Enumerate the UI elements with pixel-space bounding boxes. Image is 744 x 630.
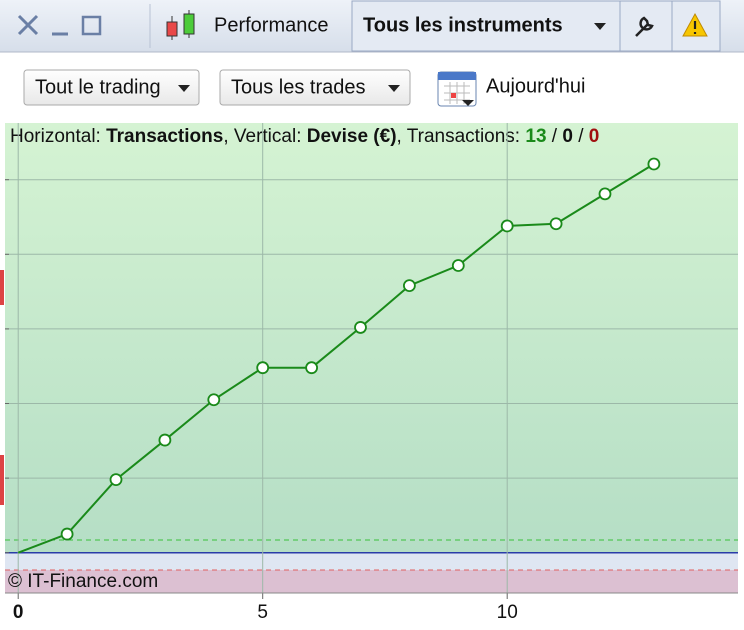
x-tick-label: 10 [497, 602, 518, 623]
dropdown-arrow [178, 85, 190, 92]
tab-box[interactable] [351, 0, 621, 52]
data-point [60, 527, 74, 541]
data-point [647, 157, 661, 171]
loss-zone [5, 570, 738, 593]
x-tick-label: 0 [13, 602, 24, 623]
calendar-icon[interactable] [437, 71, 477, 107]
header-text: , Vertical: [223, 126, 306, 147]
data-point [354, 321, 367, 334]
wrench-icon [635, 16, 654, 37]
dropdown-arrow [594, 23, 606, 30]
data-point [500, 219, 514, 233]
plot-area [5, 123, 738, 593]
header-text: / [547, 126, 563, 147]
dropdown-arrow [388, 85, 400, 92]
data-point [256, 361, 270, 375]
data-line [17, 163, 655, 554]
data-point [207, 393, 221, 407]
header-text: / [573, 126, 589, 147]
data-point [598, 187, 612, 201]
copyright: © IT-Finance.com [8, 571, 158, 592]
chart-marks [5, 123, 738, 599]
data-point [451, 259, 465, 272]
x-tick-label: 5 [257, 602, 268, 623]
data-point [158, 433, 172, 447]
scope-dropdown[interactable] [23, 69, 200, 106]
header-count: 0 [589, 126, 600, 147]
window-controls [17, 14, 102, 36]
header-text: Devise (€) [307, 126, 397, 147]
trades-label: Tous les trades [231, 76, 366, 98]
neutral-zone [5, 553, 738, 570]
chart-header: Horizontal: Transactions, Vertical: Devi… [10, 126, 599, 147]
header-text: , Transactions: [397, 126, 526, 147]
maximize-icon[interactable] [81, 15, 102, 36]
edge-mark [0, 270, 4, 305]
data-point [109, 473, 123, 487]
data-point [549, 217, 563, 231]
candle-icon [166, 10, 195, 40]
tab-instruments[interactable]: Tous les instruments [363, 14, 563, 36]
header-count: 13 [525, 126, 546, 147]
scope-label: Tout le trading [35, 76, 161, 98]
close-icon[interactable] [17, 14, 39, 36]
header-text: Transactions [106, 126, 223, 147]
trades-dropdown[interactable] [219, 69, 411, 106]
data-point [402, 279, 416, 293]
header-count: 0 [562, 126, 573, 147]
edge-mark [0, 455, 4, 505]
tab-performance[interactable]: Performance [214, 14, 329, 36]
data-point [305, 361, 318, 375]
date-label[interactable]: Aujourd'hui [486, 75, 585, 97]
header-text: Horizontal: [10, 126, 106, 147]
